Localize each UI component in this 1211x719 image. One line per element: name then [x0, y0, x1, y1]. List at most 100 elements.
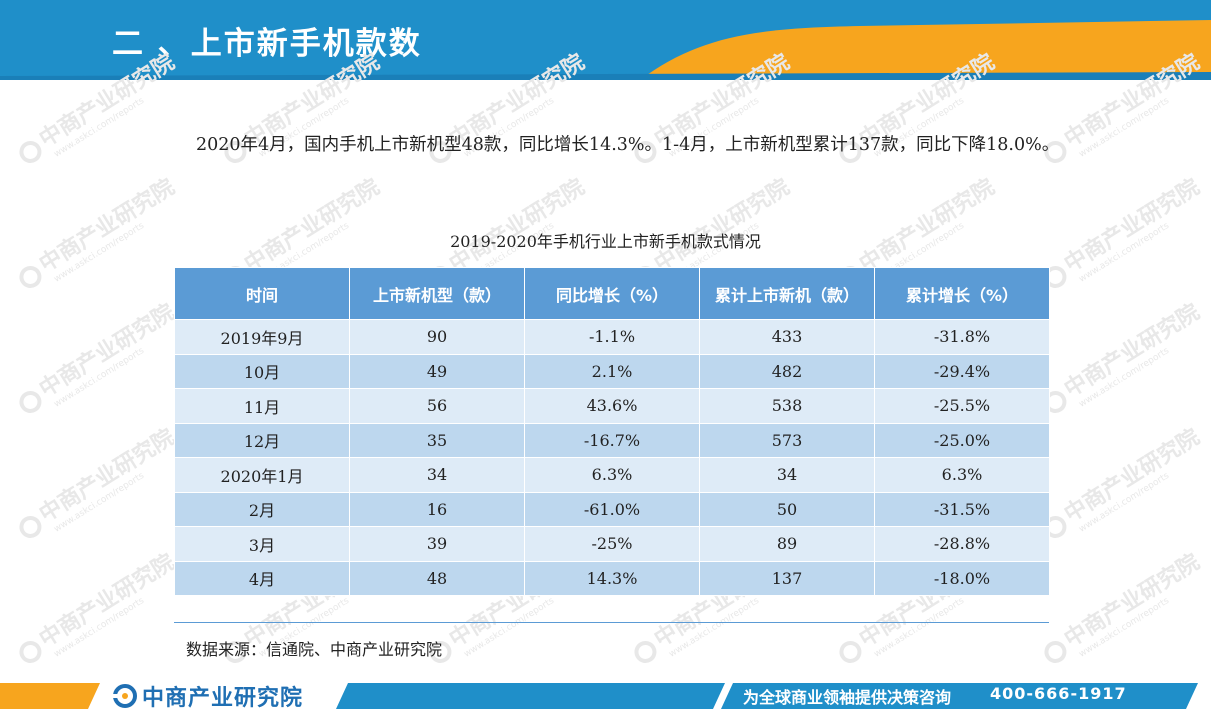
watermark-brand: 中商产业研究院 — [35, 174, 180, 278]
watermark-logo-icon — [15, 386, 46, 417]
watermark-brand: 中商产业研究院 — [240, 174, 385, 278]
table-row: 12月 35 -16.7% 573 -25.0% — [174, 422, 1050, 458]
watermark-brand: 中商产业研究院 — [650, 174, 795, 278]
page-title: 二 、上市新手机款数 — [112, 26, 422, 62]
column-header-time: 时间 — [174, 267, 350, 320]
table-title: 2019-2020年手机行业上市新手机款式情况 — [450, 232, 761, 251]
watermark-url: www.askci.com/reports — [1077, 470, 1172, 535]
cell-new-models: 48 — [349, 560, 525, 596]
table-row: 2019年9月 90 -1.1% 433 -31.8% — [174, 319, 1050, 355]
cell-new-models: 90 — [349, 319, 525, 355]
watermark-brand: 中商产业研究院 — [1060, 549, 1205, 653]
watermark-logo-icon — [15, 636, 46, 667]
watermark-brand: 中商产业研究院 — [35, 299, 180, 403]
cell-cumulative-models: 482 — [699, 353, 875, 389]
cell-cumulative-growth: 6.3% — [874, 457, 1050, 493]
cell-time: 2月 — [174, 491, 350, 527]
column-header-cumulative-models: 累计上市新机（款） — [699, 267, 875, 320]
cell-cumulative-growth: -18.0% — [874, 560, 1050, 596]
cell-cumulative-growth: -29.4% — [874, 353, 1050, 389]
watermark-logo-icon — [835, 636, 866, 667]
cell-cumulative-growth: -31.8% — [874, 319, 1050, 355]
intro-paragraph: 2020年4月，国内手机上市新机型48款，同比增长14.3%。1-4月，上市新机… — [196, 135, 1060, 155]
cell-time: 3月 — [174, 526, 350, 562]
cell-cumulative-models: 538 — [699, 388, 875, 424]
cell-cumulative-growth: -25.5% — [874, 388, 1050, 424]
cell-yoy-growth: -16.7% — [524, 422, 700, 458]
watermark-logo-icon — [15, 136, 46, 167]
cell-time: 10月 — [174, 353, 350, 389]
footer-bar — [0, 675, 1211, 719]
table-row: 4月 48 14.3% 137 -18.0% — [174, 560, 1050, 596]
column-header-new-models: 上市新机型（款） — [349, 267, 525, 320]
cell-cumulative-models: 89 — [699, 526, 875, 562]
watermark-url: www.askci.com/reports — [1077, 95, 1172, 160]
footer-background — [0, 683, 1198, 709]
cell-time: 2019年9月 — [174, 319, 350, 355]
footer-slogan: 为全球商业领袖提供决策咨询 — [743, 688, 952, 707]
footer-logo-text: 中商产业研究院 — [142, 686, 304, 711]
watermark-brand: 中商产业研究院 — [1060, 424, 1205, 528]
cell-cumulative-models: 50 — [699, 491, 875, 527]
data-table: 时间 上市新机型（款） 同比增长（%） 累计上市新机（款） 累计增长（%） 20… — [174, 267, 1050, 596]
watermark-brand: 中商产业研究院 — [1060, 174, 1205, 278]
cell-cumulative-models: 573 — [699, 422, 875, 458]
cell-time: 12月 — [174, 422, 350, 458]
table-row: 3月 39 -25% 89 -28.8% — [174, 526, 1050, 562]
watermark-url: www.askci.com/reports — [1077, 345, 1172, 410]
watermark-brand: 中商产业研究院 — [855, 174, 1000, 278]
cell-yoy-growth: 2.1% — [524, 353, 700, 389]
footer-phone: 400-666-1917 — [990, 684, 1127, 703]
cell-new-models: 16 — [349, 491, 525, 527]
table-header-row: 时间 上市新机型（款） 同比增长（%） 累计上市新机（款） 累计增长（%） — [174, 267, 1050, 320]
table-row: 11月 56 43.6% 538 -25.5% — [174, 388, 1050, 424]
watermark-logo-icon — [15, 261, 46, 292]
watermark-url: www.askci.com/reports — [52, 470, 147, 535]
cell-new-models: 49 — [349, 353, 525, 389]
watermark-brand: 中商产业研究院 — [35, 424, 180, 528]
cell-new-models: 35 — [349, 422, 525, 458]
table-row: 2月 16 -61.0% 50 -31.5% — [174, 491, 1050, 527]
cell-cumulative-growth: -28.8% — [874, 526, 1050, 562]
cell-new-models: 56 — [349, 388, 525, 424]
cell-yoy-growth: -25% — [524, 526, 700, 562]
data-source-note: 数据来源：信通院、中商产业研究院 — [186, 640, 443, 659]
cell-new-models: 34 — [349, 457, 525, 493]
cell-time: 2020年1月 — [174, 457, 350, 493]
company-logo-icon — [112, 683, 138, 709]
watermark-url: www.askci.com/reports — [52, 595, 147, 660]
cell-cumulative-models: 433 — [699, 319, 875, 355]
cell-cumulative-growth: -31.5% — [874, 491, 1050, 527]
watermark-brand: 中商产业研究院 — [35, 549, 180, 653]
cell-yoy-growth: 14.3% — [524, 560, 700, 596]
cell-yoy-growth: 6.3% — [524, 457, 700, 493]
cell-time: 11月 — [174, 388, 350, 424]
column-header-yoy-growth: 同比增长（%） — [524, 267, 700, 320]
source-divider — [174, 622, 1049, 623]
header-banner: 二 、上市新手机款数 — [0, 0, 1211, 80]
footer-logo: 中商产业研究院 — [112, 681, 303, 711]
cell-yoy-growth: 43.6% — [524, 388, 700, 424]
cell-cumulative-models: 34 — [699, 457, 875, 493]
table-row: 10月 49 2.1% 482 -29.4% — [174, 353, 1050, 389]
cell-cumulative-growth: -25.0% — [874, 422, 1050, 458]
cell-new-models: 39 — [349, 526, 525, 562]
watermark-url: www.askci.com/reports — [52, 345, 147, 410]
cell-yoy-growth: -1.1% — [524, 319, 700, 355]
cell-time: 4月 — [174, 560, 350, 596]
cell-yoy-growth: -61.0% — [524, 491, 700, 527]
header-background — [0, 0, 1211, 80]
watermark-logo-icon — [15, 511, 46, 542]
watermark-logo-icon — [1040, 636, 1071, 667]
table-row: 2020年1月 34 6.3% 34 6.3% — [174, 457, 1050, 493]
watermark-brand: 中商产业研究院 — [445, 174, 590, 278]
watermark-url: www.askci.com/reports — [1077, 595, 1172, 660]
column-header-cumulative-growth: 累计增长（%） — [874, 267, 1050, 320]
watermark-brand: 中商产业研究院 — [1060, 299, 1205, 403]
